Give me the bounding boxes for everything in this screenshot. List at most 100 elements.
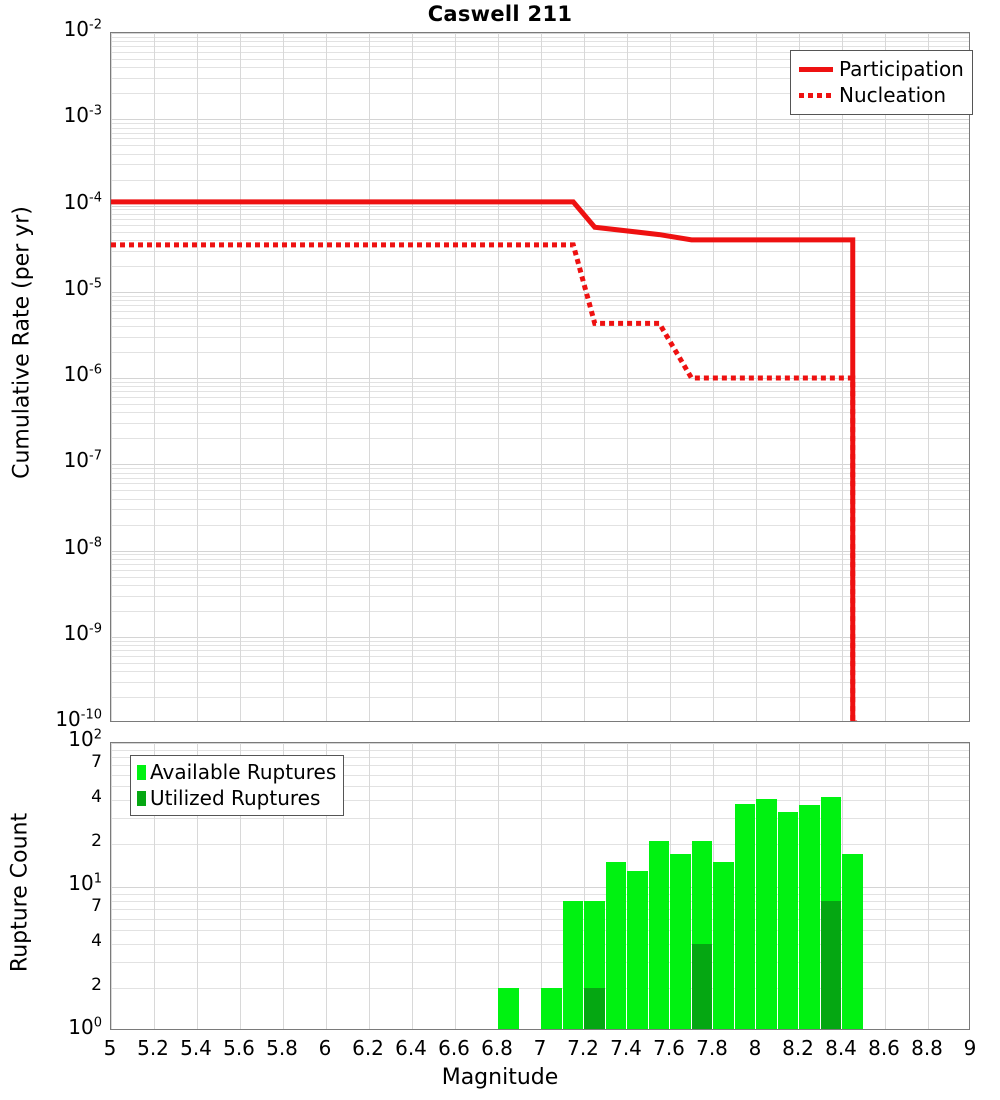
bar <box>734 803 755 1029</box>
gridline-horizontal <box>111 550 969 552</box>
gridline-horizontal <box>111 145 969 147</box>
gridline-horizontal <box>111 391 969 393</box>
gridline-horizontal <box>111 584 969 586</box>
rate-legend: Participation Nucleation <box>790 50 973 115</box>
y-tick-label: 10-4 <box>63 189 102 214</box>
gridline-horizontal <box>111 218 969 220</box>
gridline-horizontal <box>111 610 969 612</box>
bar-segment-available <box>605 861 626 1029</box>
gridline-vertical <box>412 33 413 721</box>
y-tick-label: 10-8 <box>63 534 102 559</box>
gridline-horizontal <box>111 595 969 597</box>
gridline-horizontal <box>111 78 969 80</box>
gridline-vertical <box>240 33 241 721</box>
bar <box>777 812 798 1029</box>
bar <box>713 861 734 1029</box>
x-tick-label: 8.4 <box>825 1036 857 1060</box>
bar-segment-available <box>498 987 519 1029</box>
gridline-vertical <box>670 33 671 721</box>
gridline-horizontal <box>111 818 969 820</box>
gridline-horizontal <box>111 336 969 338</box>
gridline-horizontal <box>111 423 969 425</box>
gridline-horizontal <box>111 655 969 657</box>
gridline-horizontal <box>111 757 969 758</box>
y-tick-label: 10-5 <box>63 275 102 300</box>
gridline-horizontal <box>111 887 969 888</box>
gridline-horizontal <box>111 305 969 307</box>
x-tick-label: 5.8 <box>266 1036 298 1060</box>
gridline-horizontal <box>111 300 969 302</box>
gridline-horizontal <box>111 205 969 207</box>
x-tick-label: 5.4 <box>180 1036 212 1060</box>
gridline-vertical <box>584 743 585 1029</box>
x-axis-title: Magnitude <box>441 1065 559 1090</box>
gridline-horizontal <box>111 59 969 60</box>
gridline-horizontal <box>111 239 969 241</box>
gridline-horizontal <box>111 326 969 328</box>
gridline-horizontal <box>111 378 969 379</box>
gridline-horizontal <box>111 464 969 466</box>
bar-segment-available <box>777 812 798 1029</box>
gridline-horizontal <box>111 765 969 767</box>
x-tick-label: 7.8 <box>696 1036 728 1060</box>
gridline-vertical <box>541 743 542 1029</box>
x-tick-label: 5.6 <box>223 1036 255 1060</box>
y-tick-label: 101 <box>68 871 102 895</box>
gridline-horizontal <box>111 509 969 511</box>
gridline-horizontal <box>111 524 969 526</box>
available-color-swatch <box>137 764 146 780</box>
gridline-horizontal <box>111 477 969 479</box>
gridline-vertical <box>885 743 886 1029</box>
bar-segment-available <box>842 853 863 1029</box>
y-tick-label: 10-9 <box>63 620 102 645</box>
legend-item-utilized: Utilized Ruptures <box>137 785 336 811</box>
gridline-horizontal <box>111 119 969 121</box>
bar <box>756 798 777 1029</box>
gridline-horizontal <box>111 901 969 902</box>
gridline-horizontal <box>111 563 969 565</box>
gridline-horizontal <box>111 472 969 474</box>
gridline-horizontal <box>111 987 969 989</box>
bar <box>584 901 605 1029</box>
bar-segment-utilized <box>820 900 841 1029</box>
y-minor-tick-label: 2 <box>91 830 102 851</box>
gridline-vertical <box>369 743 370 1029</box>
gridline-vertical <box>928 743 929 1029</box>
gridline-horizontal <box>111 317 969 319</box>
gridline-vertical <box>326 743 327 1029</box>
y-minor-tick-label: 4 <box>91 931 102 952</box>
gridline-horizontal <box>111 123 969 125</box>
gridline-horizontal <box>111 381 969 383</box>
bar <box>605 861 626 1029</box>
y-tick-label: 10-2 <box>63 17 102 41</box>
gridline-horizontal <box>111 918 969 920</box>
top-y-axis-title: Cumulative Rate (per yr) <box>9 206 35 479</box>
cumulative-rate-plot <box>110 32 970 722</box>
bar <box>498 987 519 1029</box>
gridline-vertical <box>412 743 413 1029</box>
gridline-horizontal <box>111 558 969 560</box>
x-tick-label: 6 <box>318 1036 332 1060</box>
gridline-horizontal <box>111 231 969 233</box>
gridline-horizontal <box>111 774 969 776</box>
gridline-horizontal <box>111 164 969 166</box>
gridline-horizontal <box>111 893 969 895</box>
bar-segment-available <box>734 803 755 1029</box>
bar-segment-utilized <box>691 944 712 1029</box>
gridline-vertical <box>455 743 456 1029</box>
gridline-vertical <box>154 743 155 1029</box>
gridline-vertical <box>111 743 112 1029</box>
solid-line-icon <box>799 66 833 72</box>
x-tick-label: 9 <box>963 1036 977 1060</box>
y-tick-label: 102 <box>68 727 102 751</box>
gridline-horizontal <box>111 404 969 405</box>
gridline-vertical <box>584 33 585 721</box>
gridline-horizontal <box>111 138 969 140</box>
gridline-horizontal <box>111 944 969 946</box>
x-tick-label: 8 <box>748 1036 762 1060</box>
rupture-legend: Available Ruptures Utilized Ruptures <box>130 755 345 816</box>
legend-label-participation: Participation <box>839 57 964 81</box>
bar-segment-available <box>756 798 777 1029</box>
gridline-vertical <box>885 33 886 721</box>
gridline-horizontal <box>111 749 969 751</box>
